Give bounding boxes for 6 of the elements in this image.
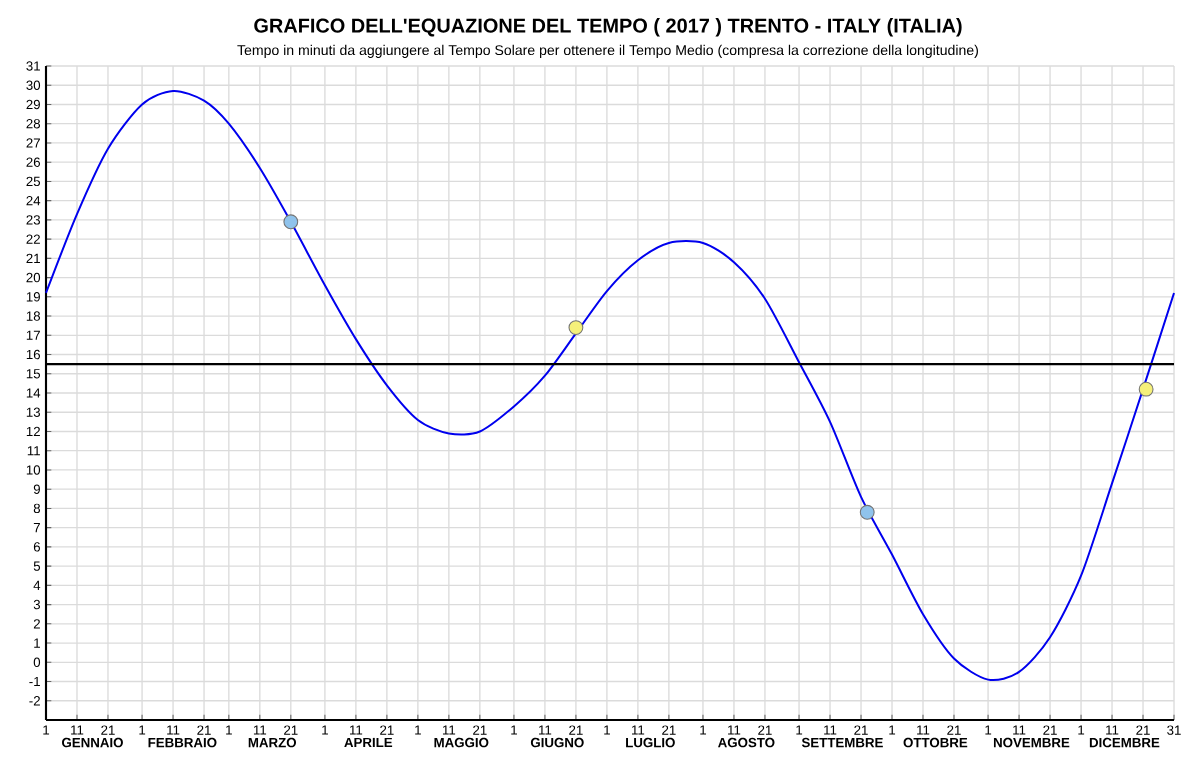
- chart-title: GRAFICO DELL'EQUAZIONE DEL TEMPO ( 2017 ) TRENTO - ITALY (ITALIA): [254, 18, 962, 37]
- line-series: [45, 90, 1176, 681]
- point: [1138, 381, 1154, 397]
- point: [568, 320, 584, 336]
- point: [283, 214, 299, 230]
- point: [859, 504, 875, 520]
